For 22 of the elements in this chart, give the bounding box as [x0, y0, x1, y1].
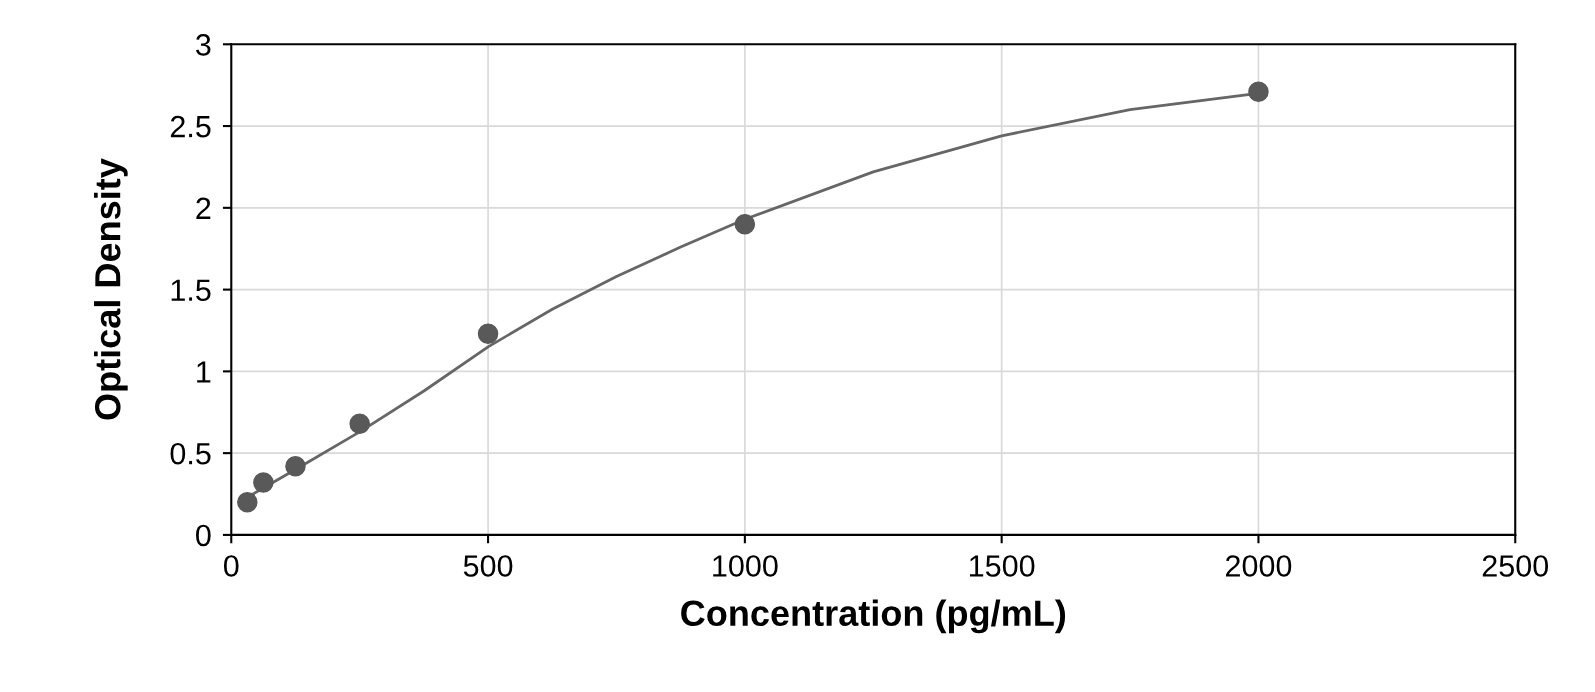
x-tick-label: 2500 — [1482, 555, 1549, 577]
point — [734, 213, 756, 235]
x-axis-title: Concentration (pg/mL) — [681, 599, 1066, 634]
y-axis-title: Optical Density — [94, 158, 128, 420]
x-tick-label: 2000 — [1226, 555, 1292, 577]
point — [253, 472, 274, 493]
point — [285, 455, 306, 477]
y-tick-label: 0.5 — [170, 442, 211, 465]
y-tick-label: 3 — [196, 34, 211, 56]
y-tick-label: 1.5 — [171, 279, 211, 301]
y-tick-label: 1 — [197, 361, 211, 383]
x-tick-label: 500 — [463, 555, 513, 577]
y-tick-label: 2.5 — [170, 115, 211, 138]
x-tick-label: 1000 — [713, 555, 778, 577]
point — [237, 491, 258, 513]
point — [477, 323, 499, 345]
point — [349, 413, 370, 434]
x-tick-label: 0 — [223, 555, 239, 577]
point — [1248, 81, 1269, 102]
x-tick-label: 1500 — [970, 555, 1035, 577]
y-tick-label: 0 — [196, 524, 211, 547]
y-tick-label: 2 — [196, 197, 211, 219]
